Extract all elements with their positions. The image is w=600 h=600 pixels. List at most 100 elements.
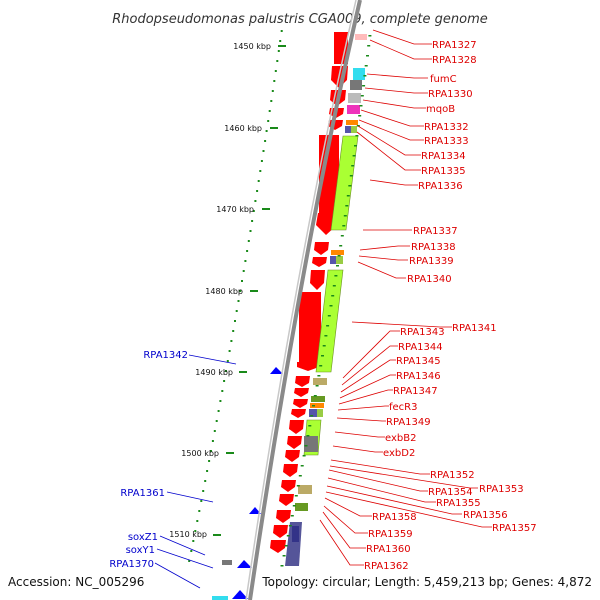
gene-arrow bbox=[249, 507, 261, 514]
gene-label: RPA1370 bbox=[109, 559, 154, 570]
tick-dot bbox=[340, 235, 344, 237]
tick-dot bbox=[292, 505, 296, 507]
gene-label: RPA1334 bbox=[421, 151, 466, 162]
gene-arrow bbox=[294, 388, 309, 397]
tick-dot bbox=[302, 455, 306, 457]
tick-dot bbox=[198, 510, 201, 512]
tick-dot bbox=[317, 375, 321, 377]
tick-dot bbox=[359, 105, 363, 107]
tick-dot bbox=[215, 420, 218, 422]
gene-block bbox=[292, 526, 299, 542]
gene-arrow bbox=[281, 480, 296, 492]
tick-dot bbox=[336, 265, 339, 267]
connector-line bbox=[357, 125, 421, 156]
tick-dot bbox=[241, 280, 243, 282]
gene-arrow bbox=[279, 494, 294, 506]
left-label-connectors bbox=[154, 354, 237, 589]
scale-tick-label: 1480 kbp bbox=[205, 287, 243, 296]
gene-block bbox=[317, 409, 323, 417]
scale-tick-label: 1500 kbp bbox=[181, 449, 219, 458]
tick-dot bbox=[192, 540, 195, 542]
tick-dot bbox=[251, 220, 254, 222]
tick-dot bbox=[276, 60, 279, 62]
tick-dot bbox=[334, 275, 338, 277]
tick-dot bbox=[252, 210, 255, 212]
gene-label: RPA1347 bbox=[393, 386, 438, 397]
right-labels: RPA1327 RPA1328 fumC RPA1330 mqoB RPA133… bbox=[364, 40, 537, 572]
gene-label: RPA1358 bbox=[372, 512, 417, 523]
topology-text: Topology: circular; Length: 5,459,213 bp… bbox=[261, 575, 592, 589]
connector-line bbox=[326, 485, 462, 515]
scale-tick-mark bbox=[226, 452, 234, 454]
gene-block bbox=[345, 126, 351, 133]
tick-dot bbox=[194, 530, 197, 532]
genome-backbone bbox=[248, 0, 362, 600]
gene-label: exbD2 bbox=[383, 448, 415, 459]
gene-label: RPA1352 bbox=[430, 470, 475, 481]
gene-label: RPA1339 bbox=[409, 256, 454, 267]
gene-arrow bbox=[310, 270, 325, 290]
tick-dot bbox=[188, 560, 191, 562]
gene-arrow bbox=[232, 590, 248, 599]
tick-dot bbox=[337, 255, 341, 257]
map-title: Rhodopseudomonas palustris CGA009, compl… bbox=[112, 12, 488, 27]
gene-arrow bbox=[276, 510, 291, 523]
gene-label: RPA1362 bbox=[364, 561, 409, 572]
gene-block bbox=[330, 256, 336, 264]
gene-arrow bbox=[287, 436, 302, 449]
connector-line bbox=[369, 39, 432, 60]
tick-dot bbox=[237, 300, 240, 302]
tick-dot bbox=[349, 175, 353, 177]
connector-line bbox=[319, 519, 364, 566]
connector-line bbox=[156, 548, 214, 569]
tick-dot bbox=[232, 330, 235, 332]
tick-dot bbox=[202, 490, 205, 492]
gene-block bbox=[336, 256, 343, 264]
tick-dot bbox=[244, 260, 247, 262]
scale-ticks: 1450 kbp 1460 kbp 1470 kbp 1480 kbp 1490… bbox=[169, 42, 286, 539]
gene-block bbox=[346, 120, 358, 125]
tick-dot bbox=[249, 230, 252, 232]
tick-dot bbox=[221, 390, 224, 392]
connector-line bbox=[340, 359, 396, 393]
gene-block bbox=[310, 403, 324, 408]
tick-dot bbox=[296, 485, 300, 487]
tick-dot bbox=[288, 525, 292, 527]
gene-label: RPA1360 bbox=[366, 544, 411, 555]
left-labels: RPA1342 RPA1361 soxZ1 soxY1 RPA1370 bbox=[109, 350, 188, 570]
tick-dot bbox=[329, 305, 333, 307]
connector-line bbox=[358, 119, 424, 141]
tick-dot bbox=[235, 310, 238, 312]
tick-dot bbox=[270, 100, 273, 102]
tick-dot bbox=[360, 95, 364, 97]
tick-dot bbox=[262, 150, 265, 152]
tick-dot bbox=[368, 35, 372, 37]
tick-dot bbox=[247, 240, 250, 242]
tick-dot bbox=[267, 120, 270, 122]
gene-block bbox=[313, 378, 327, 385]
tick-dot bbox=[367, 45, 371, 47]
tick-dot bbox=[332, 285, 336, 287]
gene-block bbox=[350, 80, 362, 90]
gene-block bbox=[330, 135, 359, 231]
tick-dot bbox=[319, 365, 323, 367]
tick-dot bbox=[286, 535, 290, 537]
gene-block bbox=[222, 560, 232, 565]
gene-label: RPA1359 bbox=[368, 529, 413, 540]
tick-dot bbox=[312, 405, 315, 407]
tick-dot bbox=[342, 225, 346, 227]
connector-line bbox=[334, 431, 385, 438]
tick-dot bbox=[364, 65, 368, 67]
connector-line bbox=[341, 345, 398, 386]
tick-dot bbox=[206, 470, 209, 472]
gene-block bbox=[311, 396, 325, 402]
gene-label: mqoB bbox=[426, 104, 455, 115]
tick-dot bbox=[268, 110, 271, 112]
tick-dot bbox=[246, 250, 249, 252]
gene-arrow bbox=[299, 292, 321, 362]
connector-line bbox=[351, 321, 452, 328]
connector-line bbox=[330, 459, 430, 475]
tick-dot bbox=[354, 145, 357, 147]
tick-dot bbox=[217, 410, 220, 412]
